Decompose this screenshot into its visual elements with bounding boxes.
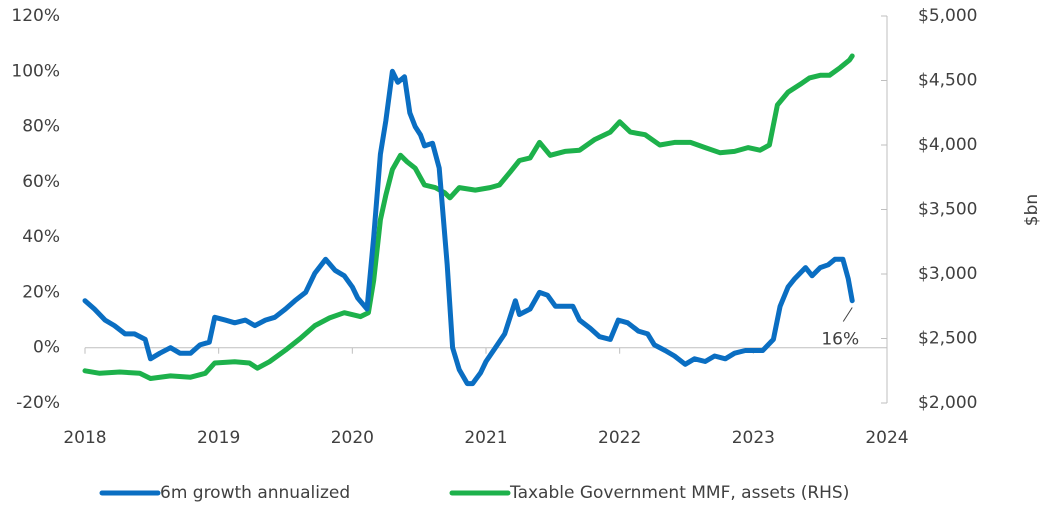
x-tick-label: 2024 — [865, 428, 908, 448]
y-tick-label: -20% — [16, 393, 60, 413]
series-line — [82, 68, 855, 387]
x-tick-label: 2018 — [63, 428, 106, 448]
x-tick-label: 2023 — [732, 428, 775, 448]
annotation-leader — [842, 307, 853, 322]
y-tick-label: 40% — [22, 227, 60, 247]
y2-tick-label: $2,500 — [918, 329, 977, 349]
x-tick-label: 2019 — [197, 428, 240, 448]
y2-axis-label: $bn — [1022, 194, 1042, 226]
series-line — [82, 53, 855, 381]
x-tick-label: 2020 — [331, 428, 374, 448]
y-tick-label: 0% — [33, 338, 60, 358]
legend-label: 6m growth annualized — [160, 483, 350, 503]
y2-tick-label: $4,000 — [918, 135, 977, 155]
x-tick-label: 2021 — [464, 428, 507, 448]
y-tick-label: 20% — [22, 282, 60, 302]
y-tick-label: 80% — [22, 117, 60, 137]
y-tick-label: 60% — [22, 172, 60, 192]
y-tick-label: 120% — [11, 6, 60, 26]
y2-tick-label: $4,500 — [918, 71, 977, 91]
y2-tick-label: $3,500 — [918, 200, 977, 220]
y2-tick-label: $2,000 — [918, 393, 977, 413]
y-tick-label: 100% — [11, 61, 60, 81]
legend-label: Taxable Government MMF, assets (RHS) — [509, 483, 849, 503]
annotation: 16% — [821, 329, 859, 349]
y2-tick-label: $5,000 — [918, 6, 977, 26]
y2-tick-label: $3,000 — [918, 264, 977, 284]
x-tick-label: 2022 — [598, 428, 641, 448]
